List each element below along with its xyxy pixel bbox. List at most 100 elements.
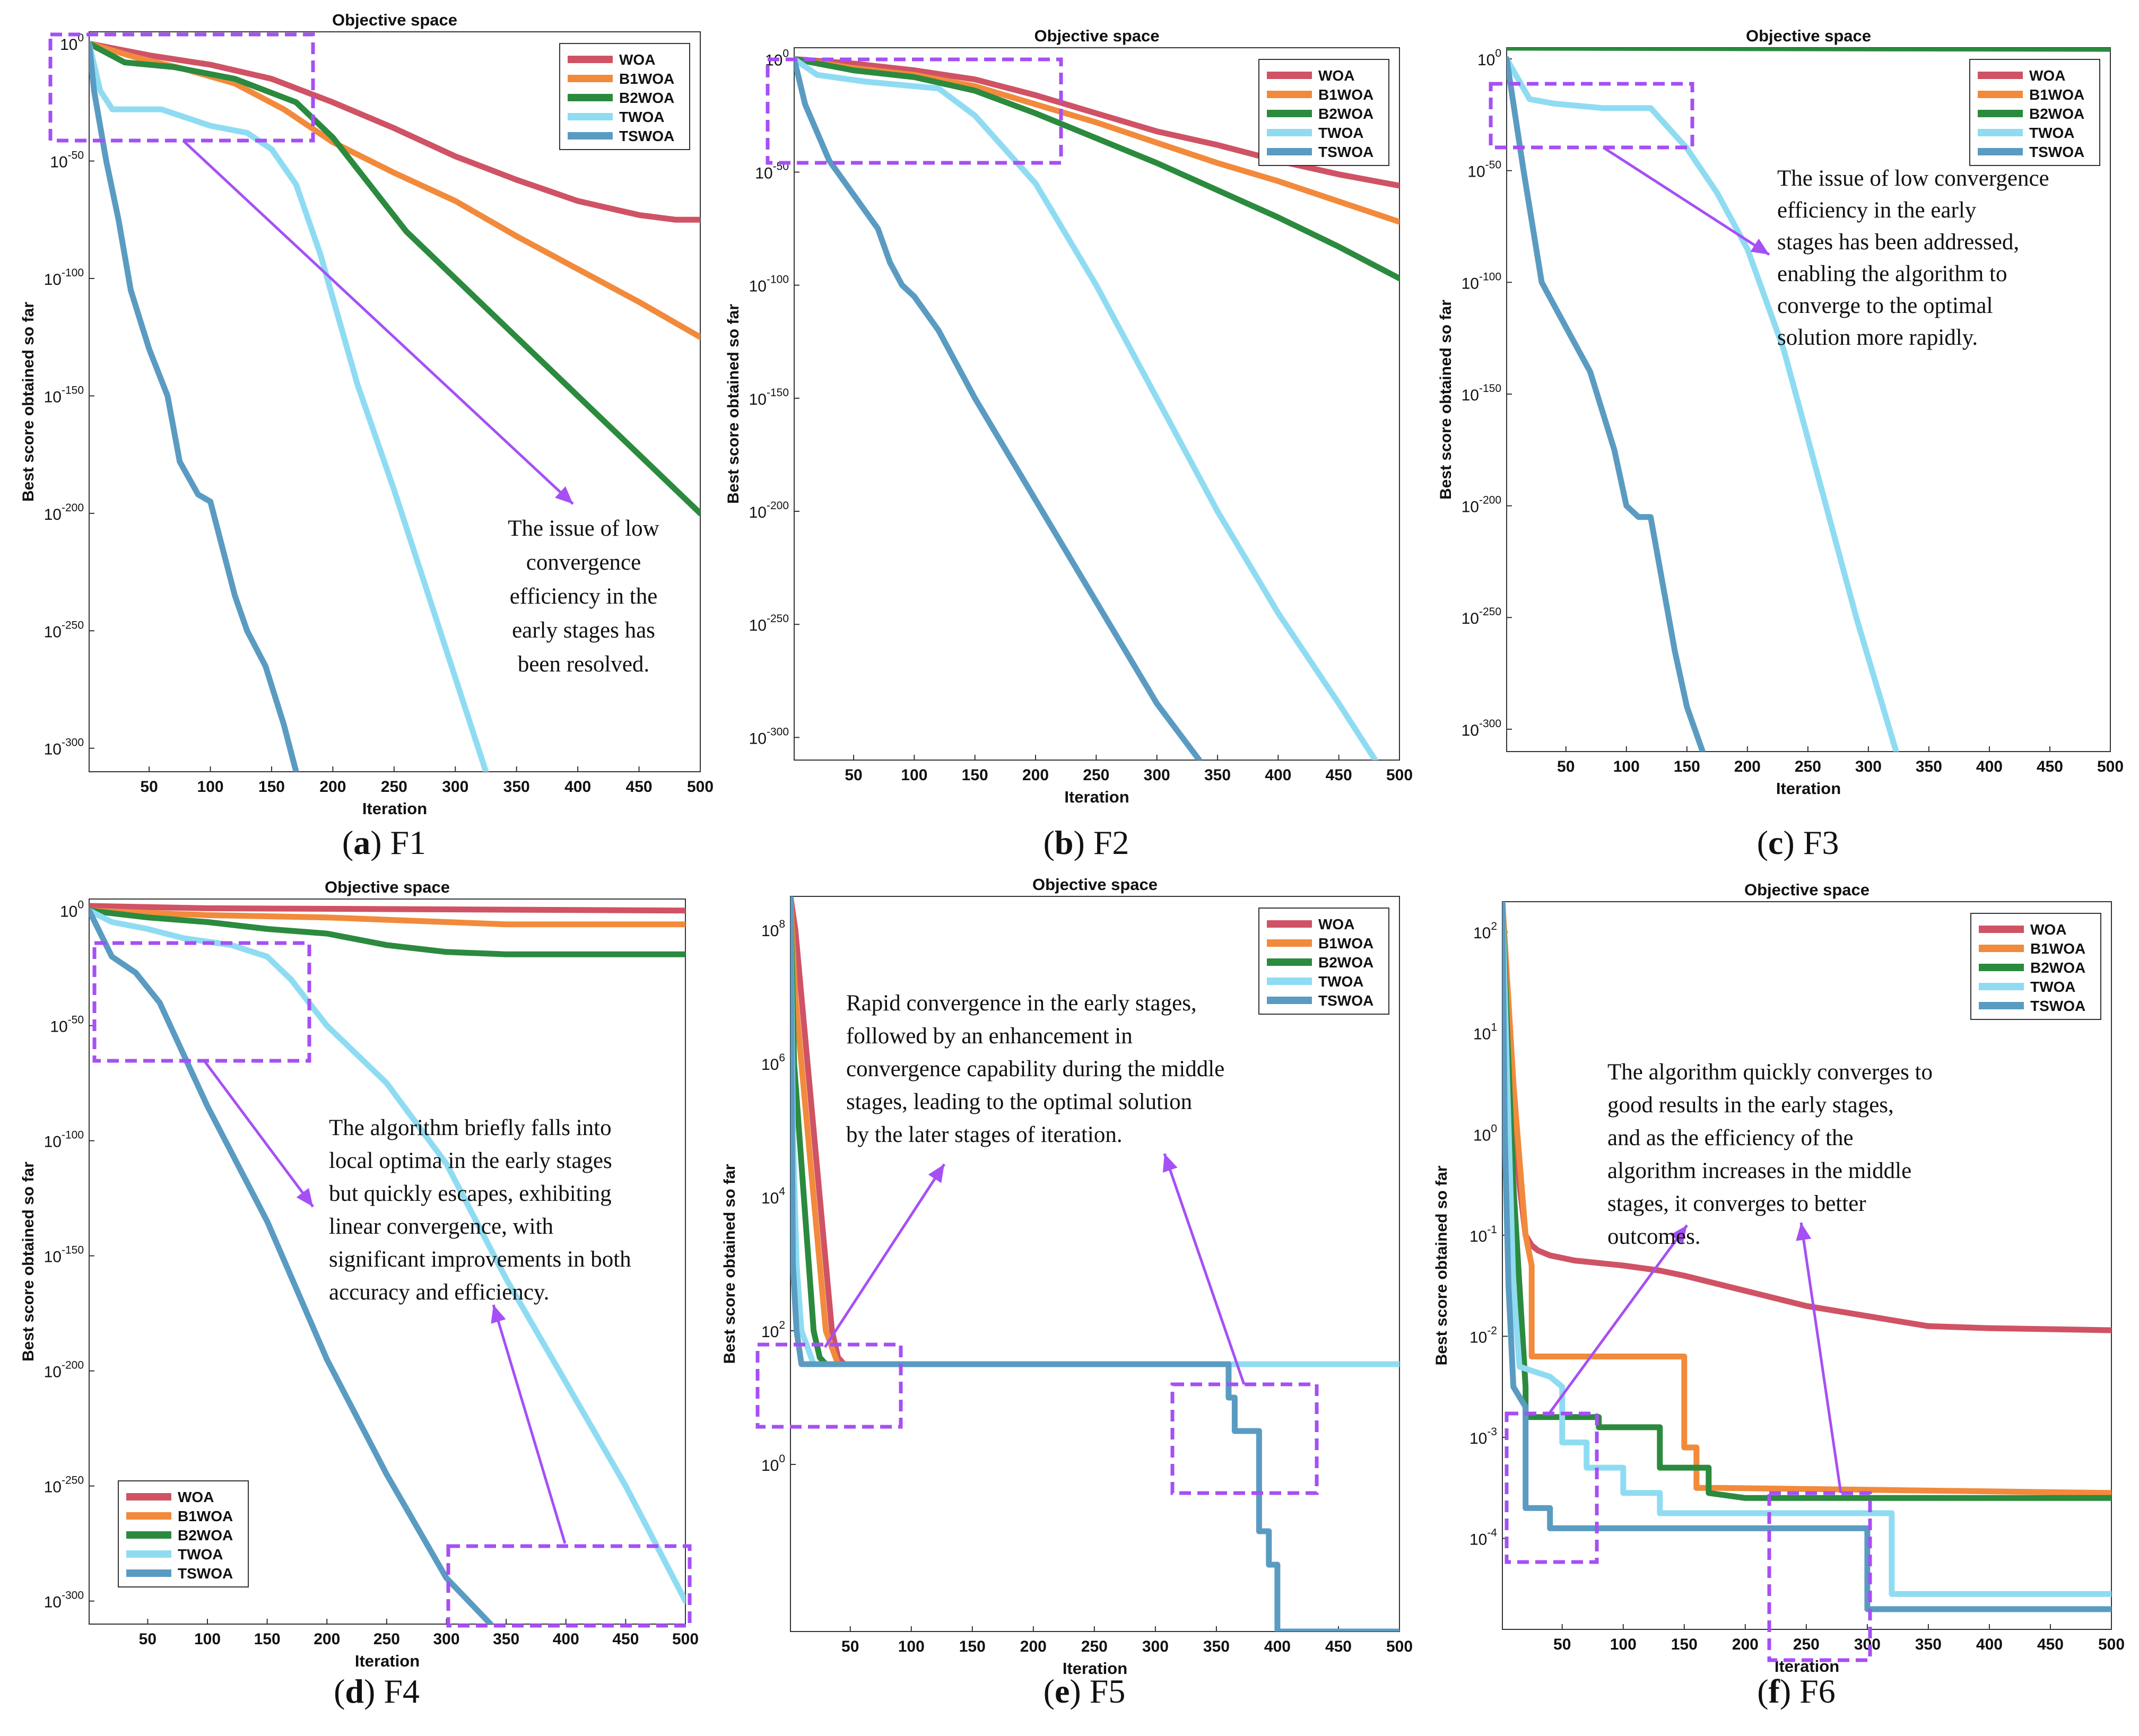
panel-c: Objective space 50 100 150 200 250 300 350 400 45… bbox=[1437, 27, 2124, 861]
legend-label-twoa: TWOA bbox=[2029, 125, 2075, 141]
x-tick-label: 500 bbox=[1386, 1638, 1413, 1655]
annotation-text: The algorithm quickly converges to good r… bbox=[1607, 1060, 1933, 1249]
legend-label-twoa: TWOA bbox=[619, 109, 665, 125]
legend-label-woa: WOA bbox=[178, 1489, 214, 1505]
x-tick-label: 250 bbox=[1793, 1636, 1820, 1653]
y-tick-label: 10-100 bbox=[44, 1129, 84, 1151]
y-tick-label: 10-50 bbox=[50, 1014, 84, 1036]
legend-label-b1woa: B1WOA bbox=[1318, 86, 1373, 103]
annotation-arrow bbox=[823, 1163, 946, 1348]
chart-title: Objective space bbox=[325, 878, 450, 896]
legend: WOA B1WOA B2WOA TWOA TSWOA bbox=[1258, 59, 1389, 166]
legend-label-b1woa: B1WOA bbox=[1318, 935, 1373, 952]
x-tick-label: 150 bbox=[962, 766, 988, 784]
y-tick-label: 10-150 bbox=[44, 1244, 84, 1266]
y-tick-label: 100 bbox=[1477, 47, 1501, 69]
legend-label-woa: WOA bbox=[1318, 916, 1354, 932]
x-tick-label: 350 bbox=[1203, 1638, 1230, 1655]
annotation-text: Rapid convergence in the early stages, fo… bbox=[846, 991, 1224, 1147]
legend-label-tswoa: TSWOA bbox=[1318, 992, 1373, 1009]
arrow-head bbox=[1670, 1225, 1687, 1244]
y-tick-label: 10-300 bbox=[1462, 718, 1501, 739]
y-tick-label: 10-50 bbox=[1467, 159, 1501, 181]
legend-label-tswoa: TSWOA bbox=[619, 128, 674, 144]
legend-label-woa: WOA bbox=[2029, 67, 2065, 84]
x-tick-label: 150 bbox=[1671, 1636, 1698, 1653]
series-line-tswoa bbox=[89, 40, 299, 772]
x-tick-label: 200 bbox=[1022, 766, 1049, 784]
series-line-b1woa bbox=[89, 908, 685, 928]
x-tick-label: 500 bbox=[1386, 766, 1413, 784]
series-line-woa bbox=[89, 40, 700, 223]
x-tick-label: 250 bbox=[381, 778, 407, 796]
y-tick-label: 10-250 bbox=[1462, 606, 1501, 627]
x-tick-label: 300 bbox=[1854, 1636, 1881, 1653]
arrow-head bbox=[554, 486, 573, 504]
x-tick-label: 400 bbox=[564, 778, 591, 796]
annotation-arrow bbox=[1799, 1222, 1842, 1494]
x-tick-label: 300 bbox=[1142, 1638, 1169, 1655]
x-tick-label: 300 bbox=[442, 778, 468, 796]
annotation-text: The algorithm briefly falls into local op… bbox=[329, 1115, 631, 1305]
y-axis-label: Best score obtained so far bbox=[1433, 1165, 1450, 1365]
legend-label-twoa: TWOA bbox=[178, 1546, 223, 1563]
series-group bbox=[790, 896, 1399, 1632]
y-tick-label: 10-2 bbox=[1470, 1324, 1497, 1346]
y-tick-label: 100 bbox=[60, 899, 84, 921]
series-line-twoa bbox=[1507, 56, 1899, 752]
series-line-b2woa bbox=[89, 908, 685, 957]
highlight-box bbox=[1170, 1382, 1319, 1495]
y-tick-label: 10-250 bbox=[44, 619, 84, 641]
legend-label-woa: WOA bbox=[619, 51, 655, 68]
x-axis-label: Iteration bbox=[1064, 788, 1129, 806]
x-tick-label: 450 bbox=[2037, 758, 2063, 775]
legend-label-twoa: TWOA bbox=[2030, 979, 2076, 995]
highlight-box bbox=[1489, 82, 1694, 150]
legend-label-b2woa: B2WOA bbox=[178, 1527, 233, 1543]
panel-caption: (a) F1 bbox=[342, 824, 426, 861]
legend-label-b1woa: B1WOA bbox=[2029, 86, 2084, 103]
y-tick-label: 102 bbox=[761, 1319, 785, 1341]
x-axis-label: Iteration bbox=[362, 799, 427, 818]
legend-label-woa: WOA bbox=[2030, 921, 2066, 938]
x-tick-label: 500 bbox=[2097, 758, 2124, 775]
x-tick-label: 250 bbox=[1795, 758, 1821, 775]
legend-label-tswoa: TSWOA bbox=[178, 1565, 233, 1582]
x-tick-label: 200 bbox=[1732, 1636, 1759, 1653]
x-tick-label: 200 bbox=[314, 1630, 340, 1648]
panel-f: Objective space 50 100 150 200 250 300 350 400 45… bbox=[1433, 880, 2125, 1710]
legend-label-twoa: TWOA bbox=[1318, 125, 1364, 141]
annotation-text: The issue of low convergence efficiency in… bbox=[508, 516, 659, 677]
series-line-tswoa bbox=[1507, 56, 1706, 752]
chart-title: Objective space bbox=[1032, 875, 1158, 894]
series-line-b2woa bbox=[1502, 902, 2111, 1501]
chart-title: Objective space bbox=[1034, 27, 1159, 45]
x-tick-label: 50 bbox=[845, 766, 862, 784]
x-tick-label: 100 bbox=[1610, 1636, 1637, 1653]
highlight-box bbox=[766, 57, 1063, 165]
y-axis-label: Best score obtained so far bbox=[20, 1162, 37, 1362]
x-axis-label: Iteration bbox=[1063, 1659, 1127, 1678]
annotation-arrow bbox=[1602, 146, 1770, 256]
plot-frame bbox=[790, 896, 1400, 1632]
y-tick-label: 10-4 bbox=[1470, 1527, 1497, 1549]
legend-label-woa: WOA bbox=[1318, 67, 1354, 84]
y-axis-label: Best score obtained so far bbox=[1437, 300, 1455, 500]
legend-label-tswoa: TSWOA bbox=[1318, 144, 1373, 160]
annotation-text: The issue of low convergence efficiency i… bbox=[1777, 166, 2049, 350]
x-tick-label: 250 bbox=[1081, 1638, 1108, 1655]
legend: WOA B1WOA B2WOA TWOA TSWOA bbox=[118, 1480, 249, 1587]
series-group bbox=[1507, 48, 2110, 752]
panel-a: Objective space 50 100 150 200 250 300 350 400 45… bbox=[20, 11, 714, 861]
x-tick-label: 450 bbox=[612, 1630, 639, 1648]
chart-title: Objective space bbox=[1746, 27, 1871, 45]
series-line-b1woa bbox=[1502, 902, 2111, 1496]
highlight-box bbox=[1505, 1411, 1599, 1564]
legend-label-tswoa: TSWOA bbox=[2030, 998, 2085, 1014]
legend-label-b2woa: B2WOA bbox=[2029, 106, 2084, 122]
series-line-tswoa bbox=[790, 896, 1399, 1632]
series-line-tswoa bbox=[794, 56, 1203, 760]
x-tick-label: 200 bbox=[1020, 1638, 1047, 1655]
x-tick-label: 400 bbox=[553, 1630, 579, 1648]
x-tick-label: 300 bbox=[1855, 758, 1882, 775]
